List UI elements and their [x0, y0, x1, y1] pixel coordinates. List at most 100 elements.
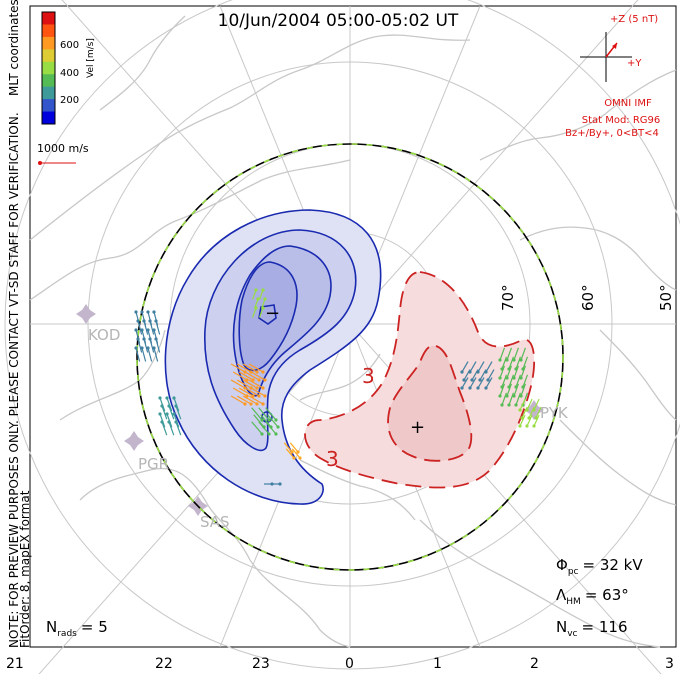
- velocity-vector: [258, 407, 270, 421]
- coastlines: [29, 15, 677, 648]
- velocity-vector: [515, 356, 522, 370]
- positive-potential-cell: [304, 271, 536, 489]
- velocity-vector: [463, 369, 471, 381]
- velocity-vector-origin: [172, 396, 176, 400]
- velocity-vector: [501, 374, 508, 388]
- velocity-vector: [508, 374, 515, 388]
- velocity-vector: [137, 320, 143, 335]
- colorbar-segment: [42, 74, 55, 88]
- velocity-vector-origin: [276, 425, 280, 429]
- velocity-vector: [469, 377, 477, 389]
- velocity-vector-origin: [249, 402, 253, 406]
- colorbar-segment: [42, 12, 55, 25]
- station-label-kod: KOD: [88, 326, 120, 344]
- velocity-vector: [522, 356, 529, 370]
- velocity-vector: [499, 383, 506, 397]
- velocity-vector: [252, 307, 257, 318]
- latitude-label-60: 60°: [579, 284, 597, 311]
- velocity-vector: [528, 406, 535, 419]
- colorbar-segment: [42, 24, 55, 38]
- velocity-vector: [141, 347, 147, 362]
- velocity-vector-origin: [158, 412, 162, 416]
- velocity-vector-origin: [152, 328, 156, 332]
- velocity-vector: [175, 405, 182, 420]
- velocity-vector: [230, 379, 246, 389]
- velocity-vector: [250, 387, 266, 397]
- velocity-vector-origin: [261, 386, 265, 390]
- velocity-vector-origin: [136, 319, 140, 323]
- velocity-vector-origin: [245, 394, 249, 398]
- velocity-vector: [161, 405, 168, 420]
- velocity-vector: [248, 363, 264, 373]
- imf-dial: [580, 32, 632, 82]
- velocity-vector: [259, 307, 264, 318]
- velocity-vector-origin: [256, 297, 260, 301]
- velocity-vector-origin: [140, 346, 144, 350]
- velocity-vector: [506, 383, 513, 397]
- velocity-vector: [526, 414, 533, 427]
- velocity-vector-origin: [148, 337, 152, 341]
- velocity-vector: [535, 406, 542, 419]
- velocity-vector: [258, 421, 270, 435]
- velocity-vector-origin: [167, 420, 171, 424]
- map-title: 10/Jun/2004 05:00-05:02 UT: [218, 11, 459, 31]
- velocity-vector-origin: [160, 420, 164, 424]
- velocity-vector: [252, 289, 257, 300]
- stat-lambda-hm: ΛHM = 63°: [556, 586, 629, 607]
- velocity-vector-origin: [462, 378, 466, 382]
- velocity-vector-origin: [267, 432, 271, 436]
- colorbar-outline: [41, 11, 56, 125]
- velocity-vector-origin: [500, 403, 504, 407]
- velocity-vector: [155, 320, 161, 335]
- hm-boundary: [136, 143, 564, 571]
- velocity-vector-origin: [146, 346, 150, 350]
- velocity-vector-origin: [476, 386, 480, 390]
- mlt-label-1: 1: [433, 656, 442, 672]
- velocity-vector: [521, 406, 528, 419]
- velocity-vector: [251, 421, 263, 435]
- station-label-pyk: PYK: [540, 404, 569, 422]
- velocity-vector-origin: [518, 408, 522, 412]
- velocity-vector-origin: [257, 378, 261, 382]
- velocity-vector-origin: [152, 310, 156, 314]
- velocity-vector: [147, 347, 153, 362]
- velocity-vector: [513, 365, 520, 379]
- velocity-vector: [260, 414, 272, 428]
- velocity-vector-origin: [136, 337, 140, 341]
- station-marker-kod: [76, 304, 96, 324]
- velocity-vector-origin: [470, 378, 474, 382]
- velocity-vector-origin: [274, 432, 278, 436]
- velocity-vector: [253, 414, 265, 428]
- velocity-vector: [232, 387, 248, 397]
- velocity-vector-origin: [254, 306, 258, 310]
- velocity-vector-origin: [165, 412, 169, 416]
- velocity-vectors: [134, 288, 542, 486]
- velocity-vector: [248, 379, 264, 389]
- velocity-vector: [285, 448, 295, 459]
- velocity-vector: [250, 371, 266, 381]
- velocity-vector-origin: [134, 328, 138, 332]
- colorbar-segment: [42, 49, 55, 63]
- velocity-vector: [251, 407, 263, 421]
- preview-note: NOTE: FOR PREVIEW PURPOSES ONLY. PLEASE …: [7, 112, 21, 648]
- coordinates-label: MLT coordinates: [7, 0, 21, 96]
- velocity-vector-origin: [251, 378, 255, 382]
- velocity-vector-origin: [261, 402, 265, 406]
- velocity-vector: [501, 356, 508, 370]
- velocity-vector-origin: [154, 319, 158, 323]
- velocity-vector-origin: [484, 386, 488, 390]
- velocity-vector: [259, 289, 264, 300]
- velocity-vector: [477, 361, 485, 373]
- velocity-tick-200: 200: [60, 95, 79, 106]
- velocity-tick-600: 600: [60, 40, 79, 51]
- imf-model: Stat Mod: RG96: [582, 115, 661, 126]
- velocity-vector: [485, 377, 493, 389]
- velocity-vector: [265, 407, 277, 421]
- velocity-vector-origin: [158, 396, 162, 400]
- velocity-vector-origin: [261, 306, 265, 310]
- velocity-vector: [168, 405, 175, 420]
- velocity-vector-origin: [251, 394, 255, 398]
- velocity-vector-origin: [261, 288, 265, 292]
- velocity-vector: [520, 365, 527, 379]
